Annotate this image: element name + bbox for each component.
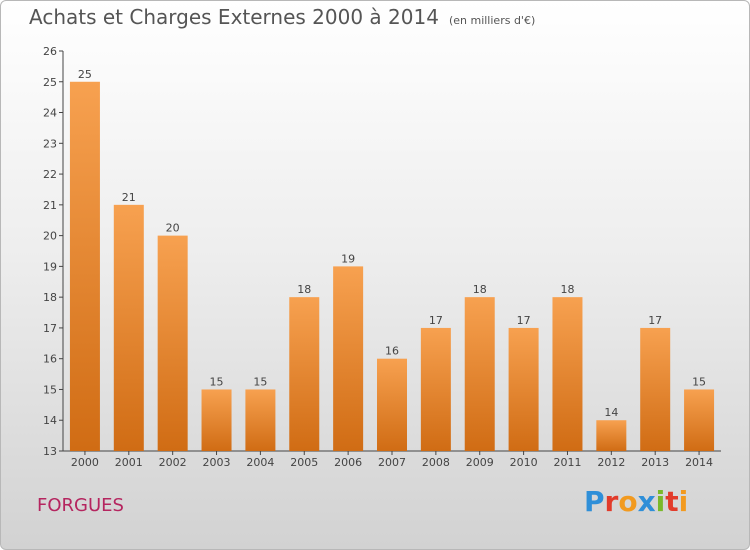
bar-value-label: 20: [166, 222, 180, 235]
y-tick-label: 15: [43, 383, 57, 396]
bar: [464, 297, 495, 451]
bar-value-label: 14: [604, 406, 618, 419]
bar: [377, 358, 407, 451]
x-tick-label: 2011: [553, 456, 581, 469]
x-tick-label: 2006: [334, 456, 362, 469]
bar-value-label: 17: [517, 314, 531, 327]
x-tick-label: 2013: [641, 456, 669, 469]
bar-value-label: 25: [78, 68, 92, 81]
bar: [684, 389, 715, 451]
y-tick-label: 25: [43, 76, 57, 89]
bar: [157, 235, 188, 451]
y-tick-label: 21: [43, 199, 57, 212]
y-tick-label: 26: [43, 45, 57, 58]
bar: [201, 389, 232, 451]
x-tick-label: 2007: [378, 456, 406, 469]
bar-value-label: 15: [692, 375, 706, 388]
y-tick-label: 19: [43, 260, 57, 273]
y-tick-label: 17: [43, 322, 57, 335]
y-tick-label: 13: [43, 445, 57, 458]
bar: [420, 327, 451, 451]
y-tick-label: 24: [43, 107, 57, 120]
bar: [69, 81, 100, 452]
y-tick-label: 16: [43, 353, 57, 366]
bar: [245, 389, 276, 451]
bar: [508, 327, 539, 451]
bar-value-label: 19: [341, 252, 355, 265]
bar-value-label: 18: [297, 283, 311, 296]
x-tick-label: 2010: [510, 456, 538, 469]
bar-value-label: 18: [473, 283, 487, 296]
bar: [596, 420, 627, 451]
proxiti-logo: Proxiti: [584, 485, 689, 518]
commune-name: FORGUES: [37, 495, 124, 516]
bar-value-label: 21: [122, 191, 136, 204]
bar: [113, 204, 144, 451]
y-tick-label: 22: [43, 168, 57, 181]
title-unit: (en milliers d'€): [448, 14, 536, 27]
x-tick-label: 2012: [597, 456, 625, 469]
bar: [333, 266, 364, 451]
x-tick-label: 2003: [203, 456, 231, 469]
x-tick-label: 2008: [422, 456, 450, 469]
y-tick-label: 14: [43, 414, 57, 427]
bar: [552, 297, 583, 451]
bar-value-label: 18: [560, 283, 574, 296]
bar-value-label: 17: [648, 314, 662, 327]
x-tick-label: 2004: [246, 456, 274, 469]
x-tick-label: 2000: [71, 456, 99, 469]
x-tick-label: 2002: [159, 456, 187, 469]
x-tick-label: 2001: [115, 456, 143, 469]
bar-value-label: 15: [210, 375, 224, 388]
bar-value-label: 16: [385, 345, 399, 358]
x-tick-label: 2009: [466, 456, 494, 469]
x-tick-label: 2014: [685, 456, 713, 469]
bar-value-label: 17: [429, 314, 443, 327]
chart-title: Achats et Charges Externes 2000 à 2014 (e…: [29, 5, 535, 29]
y-tick-label: 18: [43, 291, 57, 304]
x-tick-label: 2005: [290, 456, 318, 469]
plot-area: 13 14 15 16 17 18 19 20 21 22 23 24 25 26 25 2000 21 2001…: [43, 45, 721, 469]
bar: [289, 297, 320, 451]
title-text: Achats et Charges Externes 2000 à 2014: [29, 5, 439, 29]
y-tick-label: 20: [43, 230, 57, 243]
y-tick-label: 23: [43, 137, 57, 150]
bar-value-label: 15: [253, 375, 267, 388]
bar: [640, 327, 671, 451]
